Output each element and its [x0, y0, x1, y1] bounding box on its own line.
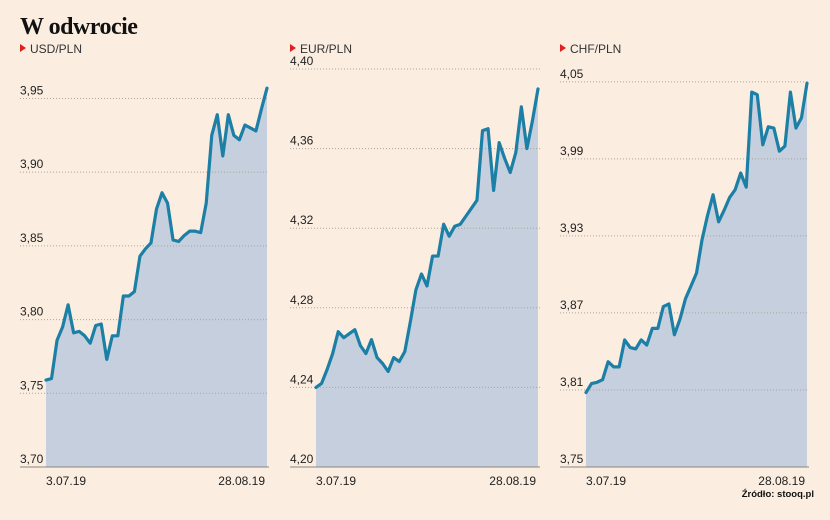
series-marker-icon — [290, 44, 296, 52]
source-note: Źródło: stooq.pl — [742, 489, 814, 500]
y-tick-label: 4,36 — [290, 134, 314, 148]
chart-title: W odwrocie — [20, 14, 138, 40]
y-tick-label: 3,75 — [560, 452, 584, 466]
y-tick-label: 3,95 — [20, 83, 44, 97]
y-tick-label: 3,85 — [20, 231, 44, 245]
source-text: Źródło: stooq.pl — [741, 489, 814, 500]
series-line — [314, 87, 540, 389]
y-tick-label: 4,20 — [290, 452, 314, 466]
y-tick-label: 4,32 — [290, 213, 314, 227]
x-tick-label-end: 28.08.19 — [489, 474, 536, 488]
y-tick-label: 4,28 — [290, 293, 314, 307]
y-tick-label: 3,93 — [560, 221, 584, 235]
y-tick-label: 3,81 — [560, 375, 584, 389]
x-tick-label-end: 28.08.19 — [218, 474, 265, 488]
x-tick-label-start: 3.07.19 — [316, 474, 356, 488]
series-label: USD/PLN — [30, 42, 82, 56]
series-marker-icon — [560, 44, 566, 52]
series-line — [584, 81, 809, 395]
y-tick-label: 3,90 — [20, 157, 44, 171]
y-tick-label: 3,87 — [560, 298, 584, 312]
y-tick-label: 4,05 — [560, 67, 584, 81]
y-tick-label: 3,99 — [560, 144, 584, 158]
y-tick-label: 4,40 — [290, 54, 314, 68]
series-line — [44, 86, 269, 382]
x-tick-label-start: 3.07.19 — [586, 474, 626, 488]
x-tick-label-start: 3.07.19 — [46, 474, 86, 488]
y-tick-label: 3,75 — [20, 378, 44, 392]
area-fill — [316, 88, 538, 468]
y-tick-label: 4,24 — [290, 372, 314, 386]
area-fill — [46, 88, 267, 467]
series-label: EUR/PLN — [300, 42, 352, 56]
series-label: CHF/PLN — [570, 42, 621, 56]
y-tick-label: 3,70 — [20, 452, 44, 466]
series-marker-icon — [20, 44, 26, 52]
y-tick-label: 3,80 — [20, 305, 44, 319]
x-tick-label-end: 28.08.19 — [758, 474, 805, 488]
